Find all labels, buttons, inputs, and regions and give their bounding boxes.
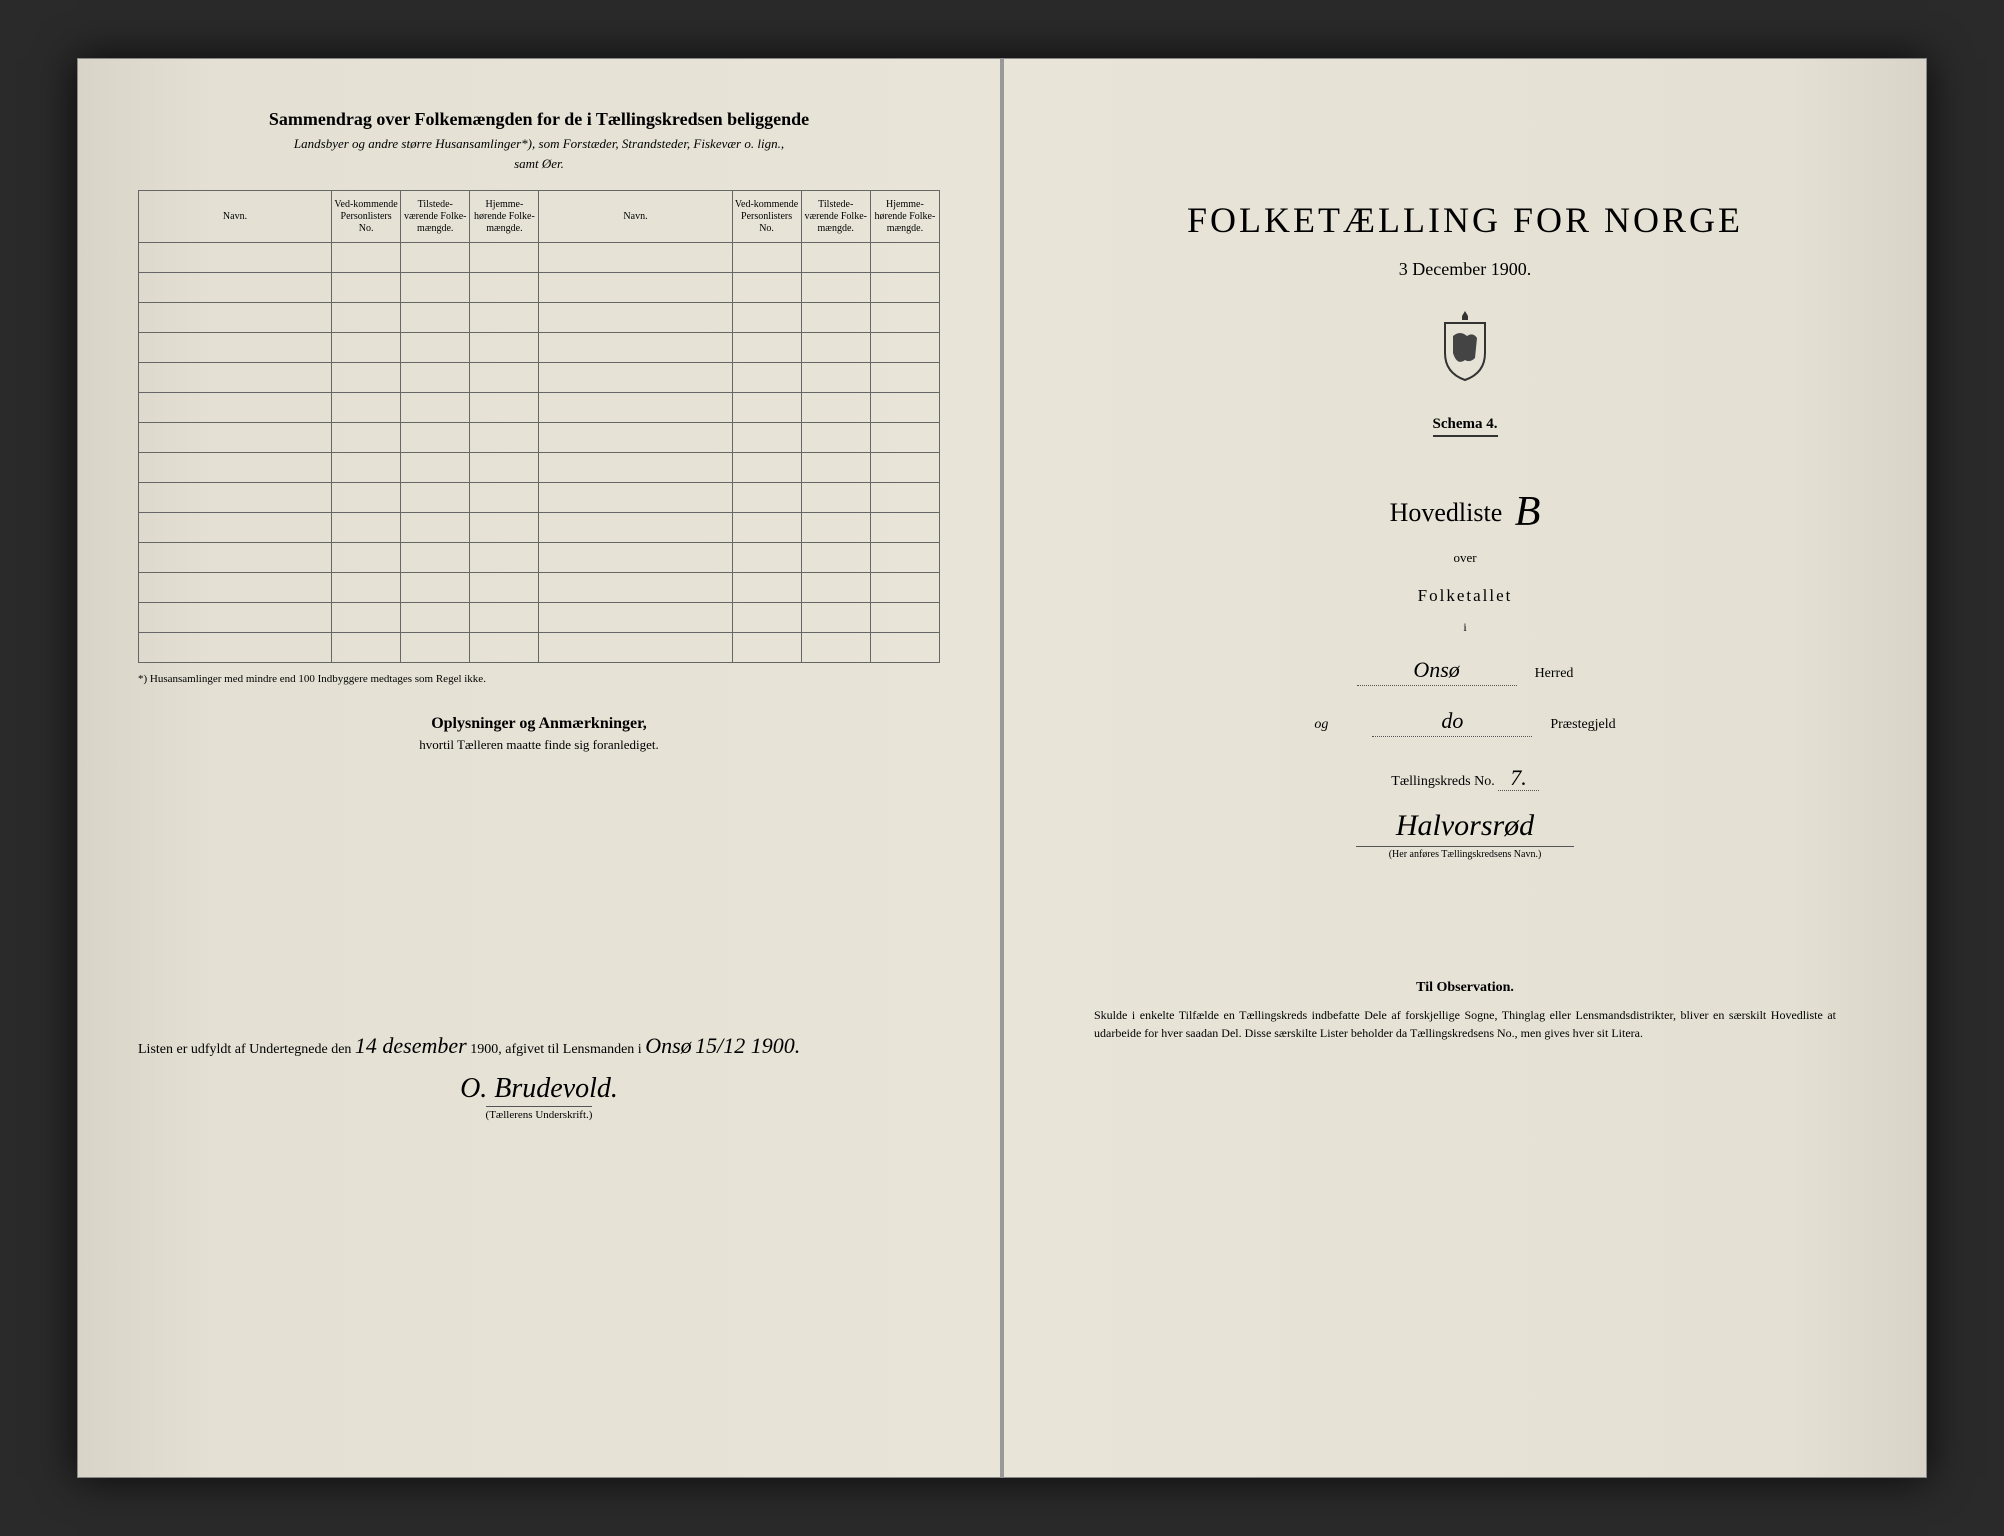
col-hjemme-1: Hjemme-hørende Folke-mængde.	[470, 191, 539, 243]
left-title: Sammendrag over Folkemængden for de i Tæ…	[138, 109, 940, 130]
col-ved-2: Ved-kommende Personlisters No.	[732, 191, 801, 243]
col-navn-2: Navn.	[539, 191, 732, 243]
table-body	[139, 243, 940, 663]
left-page: Sammendrag over Folkemængden for de i Tæ…	[77, 58, 1002, 1478]
table-row	[139, 423, 940, 453]
table-row	[139, 243, 940, 273]
kreds-row: Tællingskreds No. 7.	[1064, 765, 1866, 791]
signature-label: (Tællerens Underskrift.)	[486, 1106, 593, 1121]
praeste-row: og do Præstegjeld	[1064, 708, 1866, 737]
kreds-name-row: Halvorsrød	[1064, 809, 1866, 843]
sign-date2: 15/12 1900.	[695, 1033, 800, 1058]
mid-sub: hvortil Tælleren maatte finde sig foranl…	[138, 737, 940, 753]
col-navn-1: Navn.	[139, 191, 332, 243]
herred-row: Onsø Herred	[1064, 657, 1866, 686]
hovedliste-letter: B	[1515, 489, 1541, 535]
folketallet-label: Folketallet	[1064, 586, 1866, 606]
table-row	[139, 363, 940, 393]
praeste-value: do	[1372, 708, 1532, 737]
mid-section: Oplysninger og Anmærkninger, hvortil Tæl…	[138, 715, 940, 753]
table-row	[139, 543, 940, 573]
sign-prefix: Listen er udfyldt af Undertegnede den	[138, 1042, 351, 1057]
coat-of-arms-icon	[1064, 308, 1866, 388]
og-label: og	[1314, 717, 1354, 733]
col-tilstede-2: Tilstede-værende Folke-mængde.	[801, 191, 870, 243]
kreds-name: Halvorsrød	[1356, 809, 1574, 847]
sign-mid: afgivet til Lensmanden i	[505, 1042, 641, 1057]
table-row	[139, 483, 940, 513]
table-row	[139, 303, 940, 333]
table-row	[139, 333, 940, 363]
over-label: over	[1064, 550, 1866, 566]
kreds-no: 7.	[1498, 765, 1539, 791]
herred-label: Herred	[1535, 666, 1574, 682]
main-title: FOLKETÆLLING FOR NORGE	[1064, 199, 1866, 241]
table-row	[139, 633, 940, 663]
left-subtitle-1: Landsbyer og andre større Husansamlinger…	[138, 136, 940, 152]
kreds-caption: (Her anføres Tællingskredsens Navn.)	[1064, 849, 1866, 860]
left-subtitle-2: samt Øer.	[138, 156, 940, 172]
right-page: FOLKETÆLLING FOR NORGE 3 December 1900. …	[1002, 58, 1927, 1478]
observation-text: Skulde i enkelte Tilfælde en Tællingskre…	[1064, 1006, 1866, 1042]
signature: O. Brudevold.	[138, 1073, 940, 1105]
book-spread: Sammendrag over Folkemængden for de i Tæ…	[77, 58, 1927, 1478]
i-label: i	[1064, 620, 1866, 635]
kreds-label: Tællingskreds No.	[1391, 774, 1494, 789]
col-ved-1: Ved-kommende Personlisters No.	[332, 191, 401, 243]
footnote: *) Husansamlinger med mindre end 100 Ind…	[138, 673, 940, 685]
schema-text: Schema 4.	[1433, 416, 1498, 437]
census-date: 3 December 1900.	[1064, 259, 1866, 280]
col-hjemme-2: Hjemme-hørende Folke-mængde.	[870, 191, 939, 243]
table-row	[139, 603, 940, 633]
table-row	[139, 453, 940, 483]
table-row	[139, 513, 940, 543]
schema-label: Schema 4.	[1064, 416, 1866, 433]
til-observation-heading: Til Observation.	[1064, 980, 1866, 996]
hovedliste-text: Hovedliste	[1390, 498, 1503, 527]
signature-block: O. Brudevold. (Tællerens Underskrift.)	[138, 1073, 940, 1123]
signature-line: Listen er udfyldt af Undertegnede den 14…	[138, 1033, 940, 1059]
sign-year: 1900,	[470, 1042, 502, 1057]
praeste-label: Præstegjeld	[1550, 717, 1615, 733]
col-tilstede-1: Tilstede-værende Folke-mængde.	[401, 191, 470, 243]
table-row	[139, 573, 940, 603]
summary-table: Navn. Ved-kommende Personlisters No. Til…	[138, 190, 940, 663]
sign-place: Onsø	[645, 1033, 691, 1058]
table-row	[139, 273, 940, 303]
mid-heading: Oplysninger og Anmærkninger,	[138, 715, 940, 733]
herred-value: Onsø	[1357, 657, 1517, 686]
table-row	[139, 393, 940, 423]
sign-date: 14 desember	[355, 1033, 467, 1058]
hovedliste: Hovedliste B	[1064, 488, 1866, 536]
